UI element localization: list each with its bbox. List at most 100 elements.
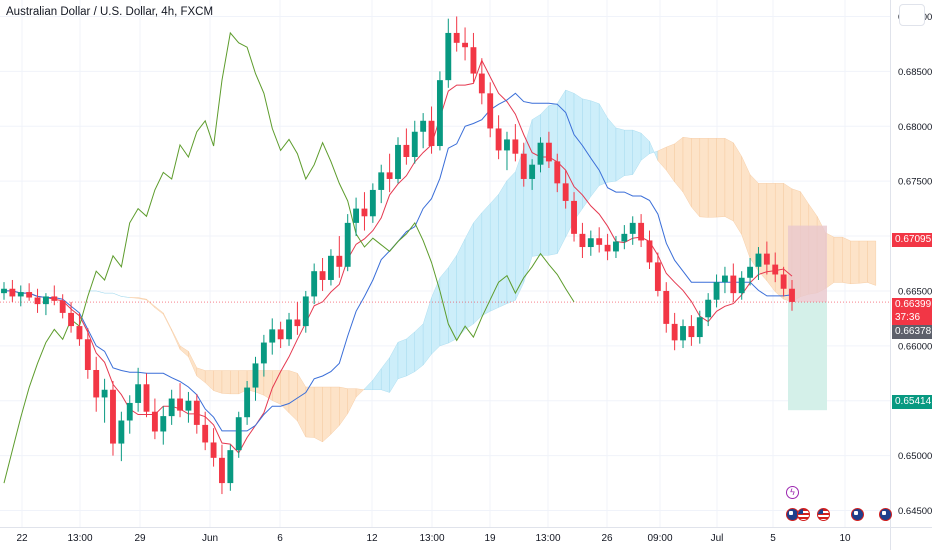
cloud-segment bbox=[531, 114, 541, 257]
candle bbox=[193, 400, 200, 425]
candle bbox=[520, 153, 527, 179]
price-tick-label: 0.68500 bbox=[898, 67, 932, 78]
candle bbox=[445, 32, 452, 81]
time-tick-label: 12 bbox=[366, 533, 378, 544]
candle bbox=[654, 262, 661, 291]
candle bbox=[160, 416, 167, 432]
candle bbox=[59, 300, 66, 313]
candle bbox=[562, 183, 569, 201]
candle bbox=[621, 233, 628, 242]
candle bbox=[663, 290, 670, 324]
cloud-segment bbox=[372, 368, 382, 390]
cloud-segment bbox=[716, 138, 726, 218]
time-tick-label: 29 bbox=[134, 533, 146, 544]
candle bbox=[344, 222, 351, 267]
price-tick-label: 0.67500 bbox=[898, 177, 932, 188]
candle bbox=[177, 398, 183, 411]
candle bbox=[168, 398, 175, 417]
chart-title: Australian Dollar / U.S. Dollar, 4h, FXC… bbox=[6, 6, 214, 18]
cloud-segment bbox=[406, 331, 415, 377]
candle bbox=[763, 253, 770, 265]
candle bbox=[646, 240, 653, 263]
candle bbox=[571, 200, 577, 234]
candle bbox=[227, 450, 234, 484]
candle bbox=[361, 208, 368, 217]
candle bbox=[17, 292, 24, 297]
candle bbox=[629, 222, 636, 234]
candle bbox=[403, 144, 410, 158]
candle bbox=[51, 296, 58, 301]
candle bbox=[436, 80, 443, 147]
cloud-segment bbox=[464, 222, 474, 330]
candle bbox=[219, 457, 225, 484]
candle bbox=[537, 142, 544, 165]
cloud-segment bbox=[615, 127, 625, 182]
aud-flag-icon[interactable] bbox=[851, 508, 864, 521]
settings-button[interactable] bbox=[899, 4, 925, 26]
usd-flag-icon[interactable] bbox=[817, 508, 830, 521]
candle bbox=[26, 292, 33, 298]
candle bbox=[118, 420, 125, 444]
cloud-segment bbox=[179, 345, 189, 358]
candle bbox=[755, 253, 762, 267]
cloud-segment bbox=[297, 372, 306, 438]
candle bbox=[9, 288, 16, 297]
last-price-tag: 0.66399 bbox=[892, 298, 932, 312]
cloud-segment bbox=[146, 298, 156, 309]
cloud-segment bbox=[196, 367, 206, 384]
bid-price-tag: 0.66378 bbox=[892, 325, 932, 339]
candle bbox=[504, 139, 510, 151]
cloud-segment bbox=[221, 370, 231, 395]
cloud-segment bbox=[724, 138, 734, 222]
cloud-segment bbox=[137, 297, 147, 301]
time-tick-label: 5 bbox=[770, 533, 776, 544]
cloud-segment bbox=[666, 143, 675, 183]
cloud-segment bbox=[280, 370, 290, 414]
candle bbox=[294, 319, 301, 327]
candle bbox=[302, 296, 309, 327]
candle bbox=[235, 417, 242, 451]
cloud-segment bbox=[288, 370, 298, 422]
cloud-segment bbox=[397, 338, 407, 380]
lightning-icon[interactable]: ϟ bbox=[786, 486, 799, 499]
cloud-segment bbox=[129, 297, 139, 299]
candle bbox=[76, 326, 83, 340]
candle bbox=[185, 400, 192, 411]
cloud-segment bbox=[657, 146, 667, 171]
cloud-segment bbox=[867, 240, 877, 286]
candles bbox=[1, 16, 795, 495]
aud-flag-icon[interactable] bbox=[879, 508, 892, 521]
price-tick-label: 0.64500 bbox=[898, 506, 932, 517]
price-tick-label: 0.65000 bbox=[898, 451, 932, 462]
candle bbox=[311, 271, 318, 297]
candle bbox=[604, 244, 611, 252]
candle bbox=[143, 384, 150, 412]
cloud-segment bbox=[481, 203, 491, 316]
cloud-segment bbox=[188, 351, 198, 377]
candle bbox=[453, 32, 460, 43]
bar-countdown: 37:36 bbox=[892, 311, 932, 325]
cloud-segment bbox=[431, 277, 441, 355]
candle bbox=[101, 389, 108, 398]
candle bbox=[671, 323, 678, 341]
candle bbox=[110, 389, 116, 444]
cloud-segment bbox=[607, 117, 617, 183]
candle bbox=[462, 42, 468, 48]
usd-flag-icon[interactable] bbox=[797, 508, 810, 521]
stop-price-tag: 0.65414 bbox=[892, 395, 932, 409]
cloud-segment bbox=[171, 329, 181, 350]
price-tick-label: 0.68000 bbox=[898, 122, 932, 133]
candle bbox=[545, 142, 552, 162]
time-tick-label: 19 bbox=[484, 533, 496, 544]
cloud-segment bbox=[204, 370, 214, 392]
cloud-segment bbox=[339, 386, 348, 427]
candle bbox=[512, 139, 519, 154]
time-tick-label: 13:00 bbox=[67, 533, 92, 544]
candle bbox=[244, 387, 251, 418]
cloud-segment bbox=[640, 132, 650, 161]
candle bbox=[395, 144, 401, 179]
candle bbox=[369, 189, 376, 217]
candle bbox=[135, 384, 142, 403]
chikou-line bbox=[3, 31, 575, 484]
